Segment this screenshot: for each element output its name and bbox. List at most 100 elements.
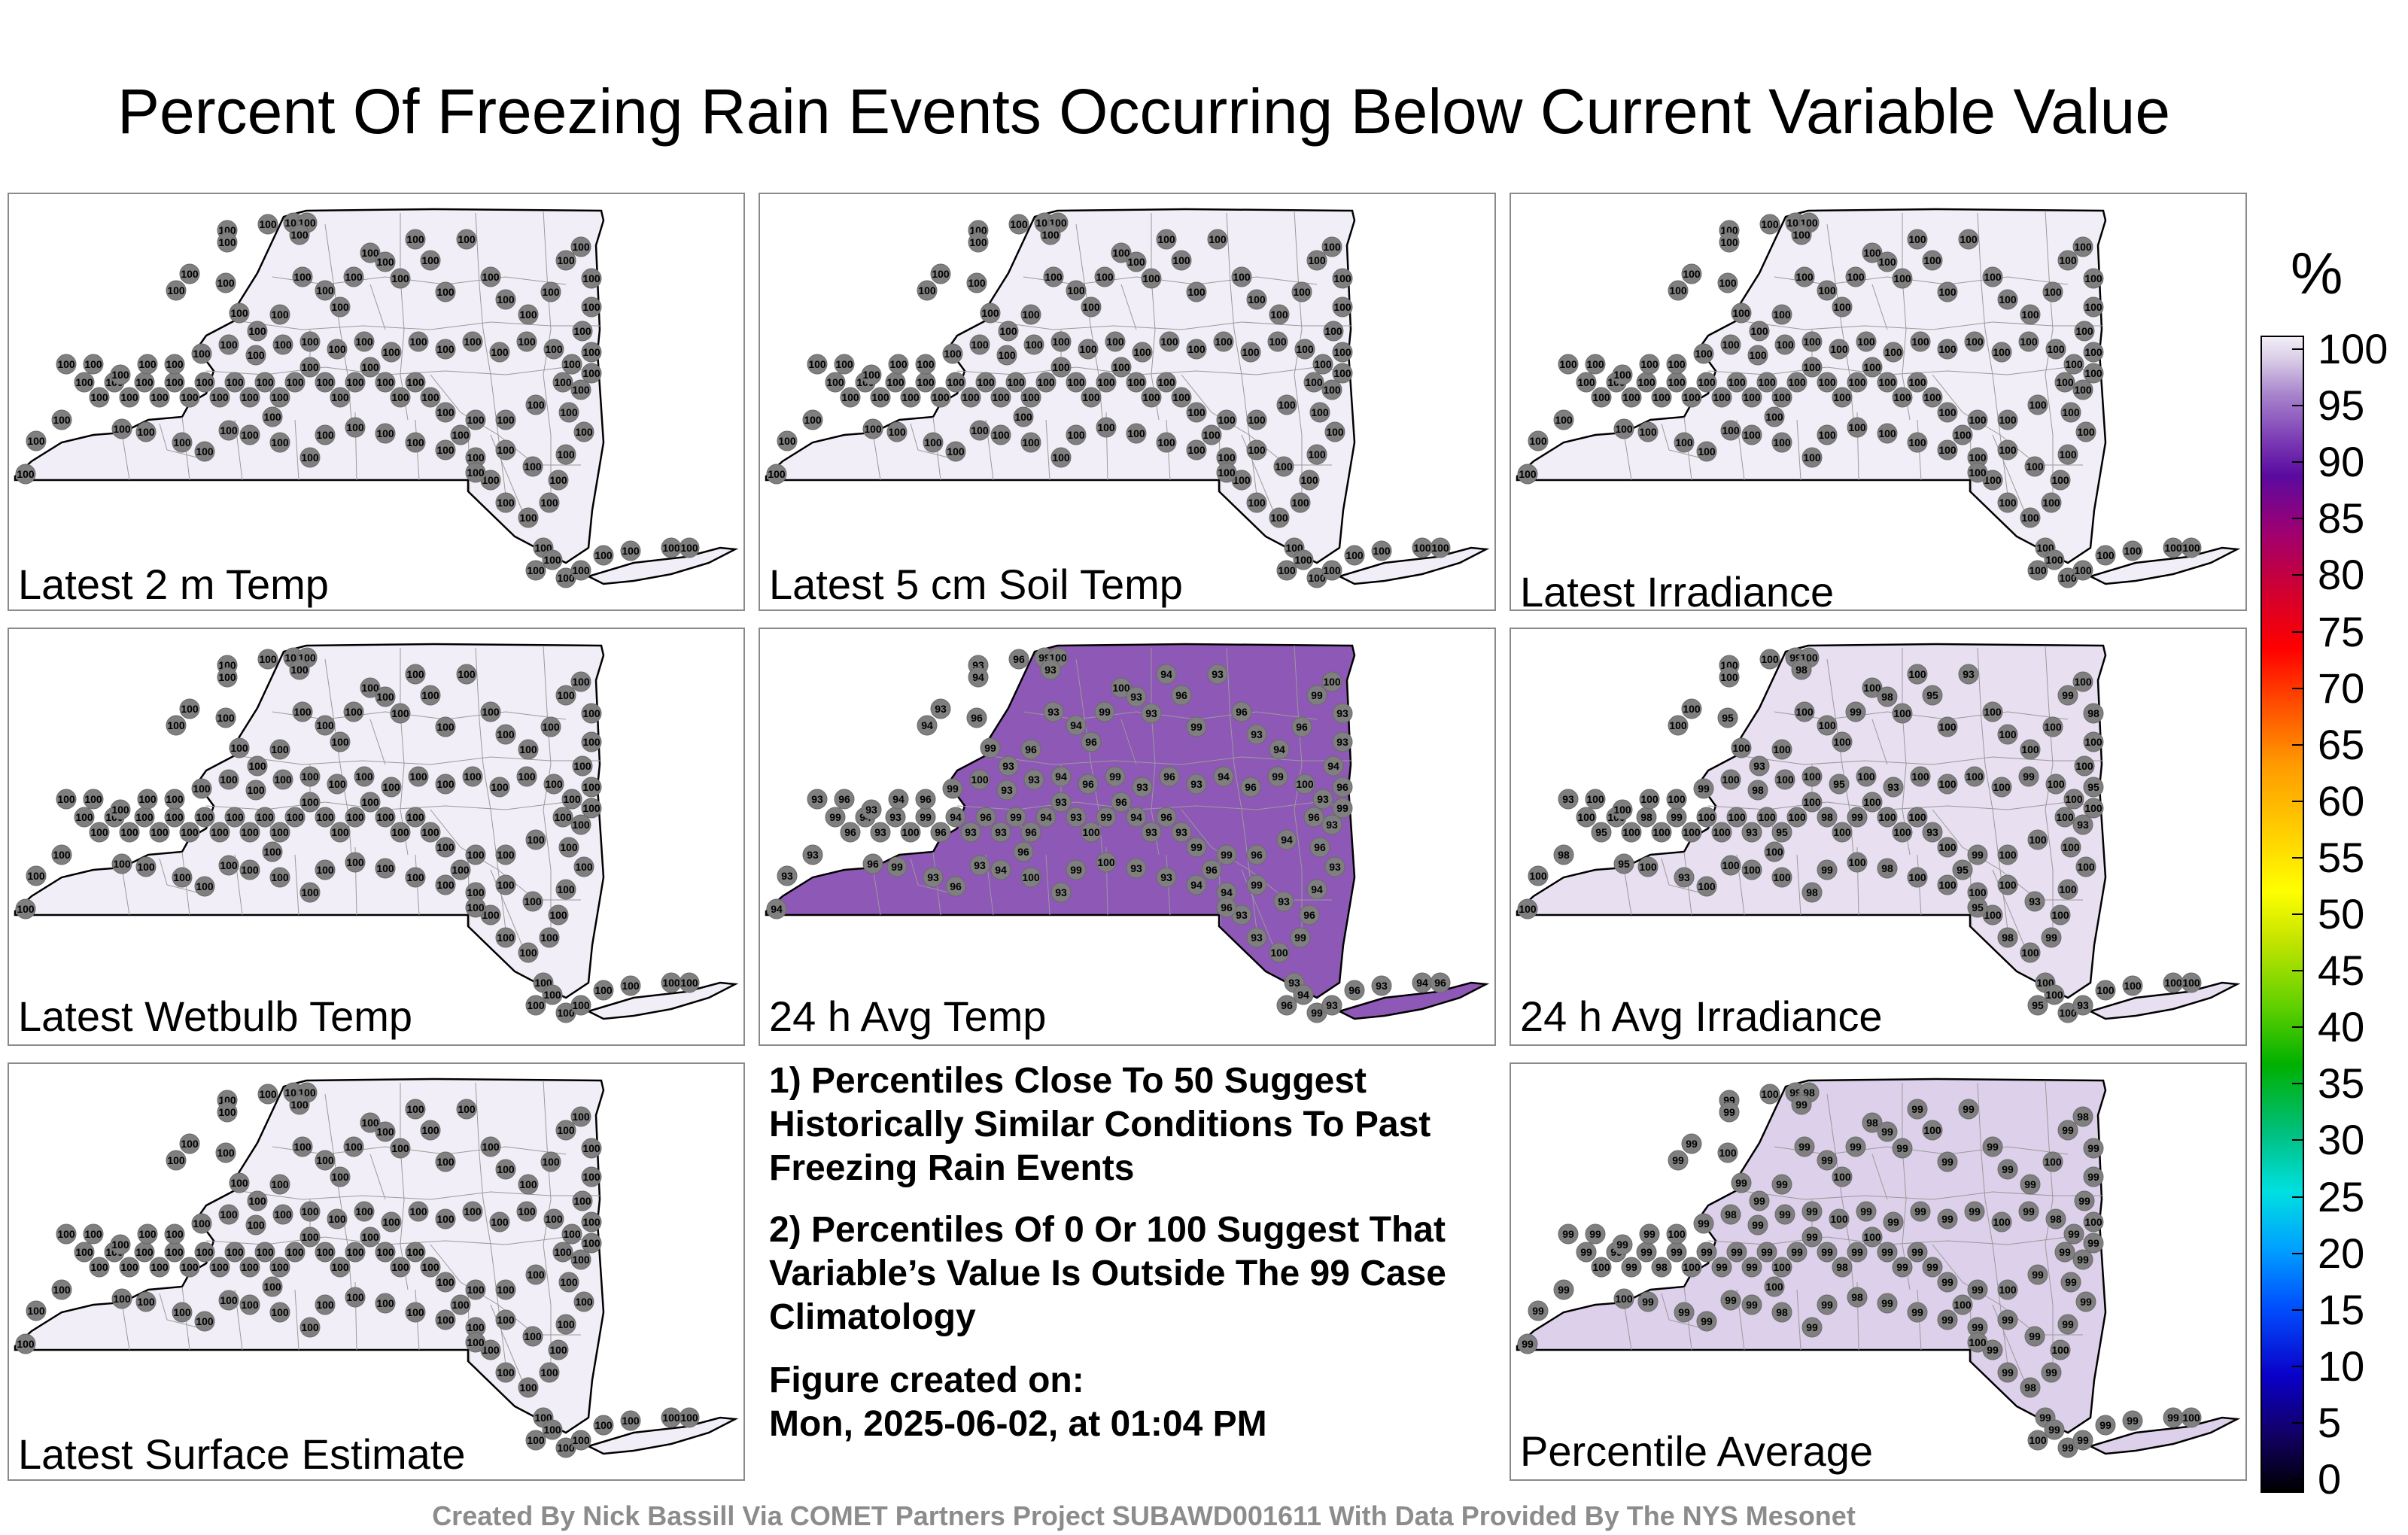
station-marker: 100 xyxy=(1681,387,1702,408)
station-value: 100 xyxy=(256,1246,274,1258)
station-value: 100 xyxy=(622,1415,640,1427)
station-value: 100 xyxy=(572,819,590,831)
station-value: 100 xyxy=(572,384,590,396)
station-marker: 99 xyxy=(1937,1272,1958,1293)
station-marker: 93 xyxy=(1324,856,1345,877)
colorbar-tick-label: 5 xyxy=(2318,1398,2342,1446)
station-marker: 100 xyxy=(548,1339,569,1360)
station-value: 100 xyxy=(1833,1171,1851,1183)
station-value: 93 xyxy=(1145,707,1157,719)
colorbar-tick-label: 30 xyxy=(2318,1116,2365,1164)
station-value: 94 xyxy=(1273,743,1285,755)
station-marker: 100 xyxy=(74,807,95,828)
station-marker: 100 xyxy=(315,1242,336,1263)
station-marker: 100 xyxy=(2020,304,2041,325)
station-value: 100 xyxy=(557,1318,575,1330)
station-marker: 100 xyxy=(581,703,602,724)
station-value: 99 xyxy=(2062,1442,2074,1454)
colorbar-tick-label: 10 xyxy=(2318,1342,2365,1390)
station-marker: 100 xyxy=(1321,236,1342,257)
station-marker: 100 xyxy=(2027,829,2048,850)
station-marker: 100 xyxy=(1517,464,1538,485)
station-value: 99 xyxy=(1532,1305,1544,1317)
station-value: 100 xyxy=(1698,880,1716,892)
station-marker: 100 xyxy=(2163,972,2184,993)
colorbar-tick-mark xyxy=(2292,1309,2304,1311)
station-marker: 99 xyxy=(1528,1300,1549,1321)
created-label: Figure created on: xyxy=(769,1360,1084,1400)
county-boundary xyxy=(1932,809,2083,901)
station-value: 100 xyxy=(2065,793,2083,805)
station-value: 100 xyxy=(451,429,470,441)
station-marker: 100 xyxy=(51,409,72,430)
station-marker: 100 xyxy=(134,807,155,828)
station-value: 100 xyxy=(75,1246,93,1258)
station-marker: 95 xyxy=(1613,853,1634,874)
station-value: 100 xyxy=(543,1424,561,1436)
station-value: 99 xyxy=(1070,864,1082,876)
station-value: 100 xyxy=(594,1419,613,1431)
station-value: 100 xyxy=(518,336,536,348)
station-marker: 100 xyxy=(1096,372,1117,393)
station-marker: 100 xyxy=(1269,942,1290,963)
station-value: 100 xyxy=(166,1228,184,1240)
station-value: 93 xyxy=(1055,886,1067,898)
station-value: 100 xyxy=(1052,336,1070,348)
station-marker: 100 xyxy=(555,1120,576,1141)
station-value: 99 xyxy=(984,742,996,754)
station-value: 100 xyxy=(406,668,424,680)
station-value: 100 xyxy=(542,286,560,298)
station-value: 100 xyxy=(464,1205,482,1217)
station-marker: 100 xyxy=(1081,387,1102,408)
station-marker: 100 xyxy=(217,1102,238,1123)
station-marker: 100 xyxy=(1306,250,1327,271)
station-value: 100 xyxy=(196,376,214,388)
station-marker: 100 xyxy=(1910,766,1931,787)
station-marker: 100 xyxy=(2083,268,2104,289)
station-marker: 100 xyxy=(1290,492,1311,513)
station-value: 100 xyxy=(436,778,455,790)
station-value: 100 xyxy=(1157,233,1175,245)
station-marker: 100 xyxy=(1892,822,1913,843)
station-value: 100 xyxy=(301,771,319,783)
station-value: 100 xyxy=(421,826,439,838)
station-marker: 100 xyxy=(1020,304,1041,325)
station-value: 100 xyxy=(582,736,600,748)
station-marker: 99 xyxy=(1883,1211,1904,1233)
station-marker: 100 xyxy=(1321,560,1342,581)
station-value: 99 xyxy=(2127,1415,2139,1427)
station-value: 100 xyxy=(301,451,319,464)
station-value: 99 xyxy=(1972,1321,1984,1333)
station-value: 94 xyxy=(1218,771,1230,783)
station-marker: 99 xyxy=(1666,1242,1687,1263)
map-panel-latest-wetbulb-temp: 100 100 100 100 100 100 100 100 100 100 100 100 100 1… xyxy=(8,628,745,1046)
station-marker: 100 xyxy=(254,372,275,393)
station-value: 100 xyxy=(167,1154,185,1166)
station-value: 100 xyxy=(1278,564,1296,576)
station-marker: 100 xyxy=(435,1151,456,1172)
station-marker: 100 xyxy=(269,304,290,325)
station-marker: 98 xyxy=(1771,1302,1792,1323)
station-value: 100 xyxy=(331,736,349,748)
station-marker: 100 xyxy=(1294,774,1315,795)
station-marker: 100 xyxy=(2045,774,2066,795)
station-marker: 93 xyxy=(1321,814,1342,835)
station-value: 94 xyxy=(1190,879,1202,891)
station-value: 100 xyxy=(1668,358,1686,370)
station-value: 99 xyxy=(1589,1228,1601,1240)
station-marker: 100 xyxy=(1907,432,1928,453)
station-marker: 100 xyxy=(26,865,47,886)
station-value: 93 xyxy=(811,793,823,805)
station-marker: 100 xyxy=(1829,1208,1850,1230)
station-marker: 100 xyxy=(888,354,909,375)
station-value: 100 xyxy=(331,391,349,403)
station-value: 98 xyxy=(2024,1382,2036,1394)
station-value: 100 xyxy=(1830,1213,1848,1225)
station-marker: 100 xyxy=(593,980,614,1001)
station-value: 100 xyxy=(1675,436,1693,448)
station-value: 100 xyxy=(1586,358,1604,370)
station-value: 94 xyxy=(1130,811,1142,823)
station-marker: 100 xyxy=(561,354,582,375)
station-value: 100 xyxy=(662,1412,680,1424)
station-marker: 100 xyxy=(1756,807,1777,828)
